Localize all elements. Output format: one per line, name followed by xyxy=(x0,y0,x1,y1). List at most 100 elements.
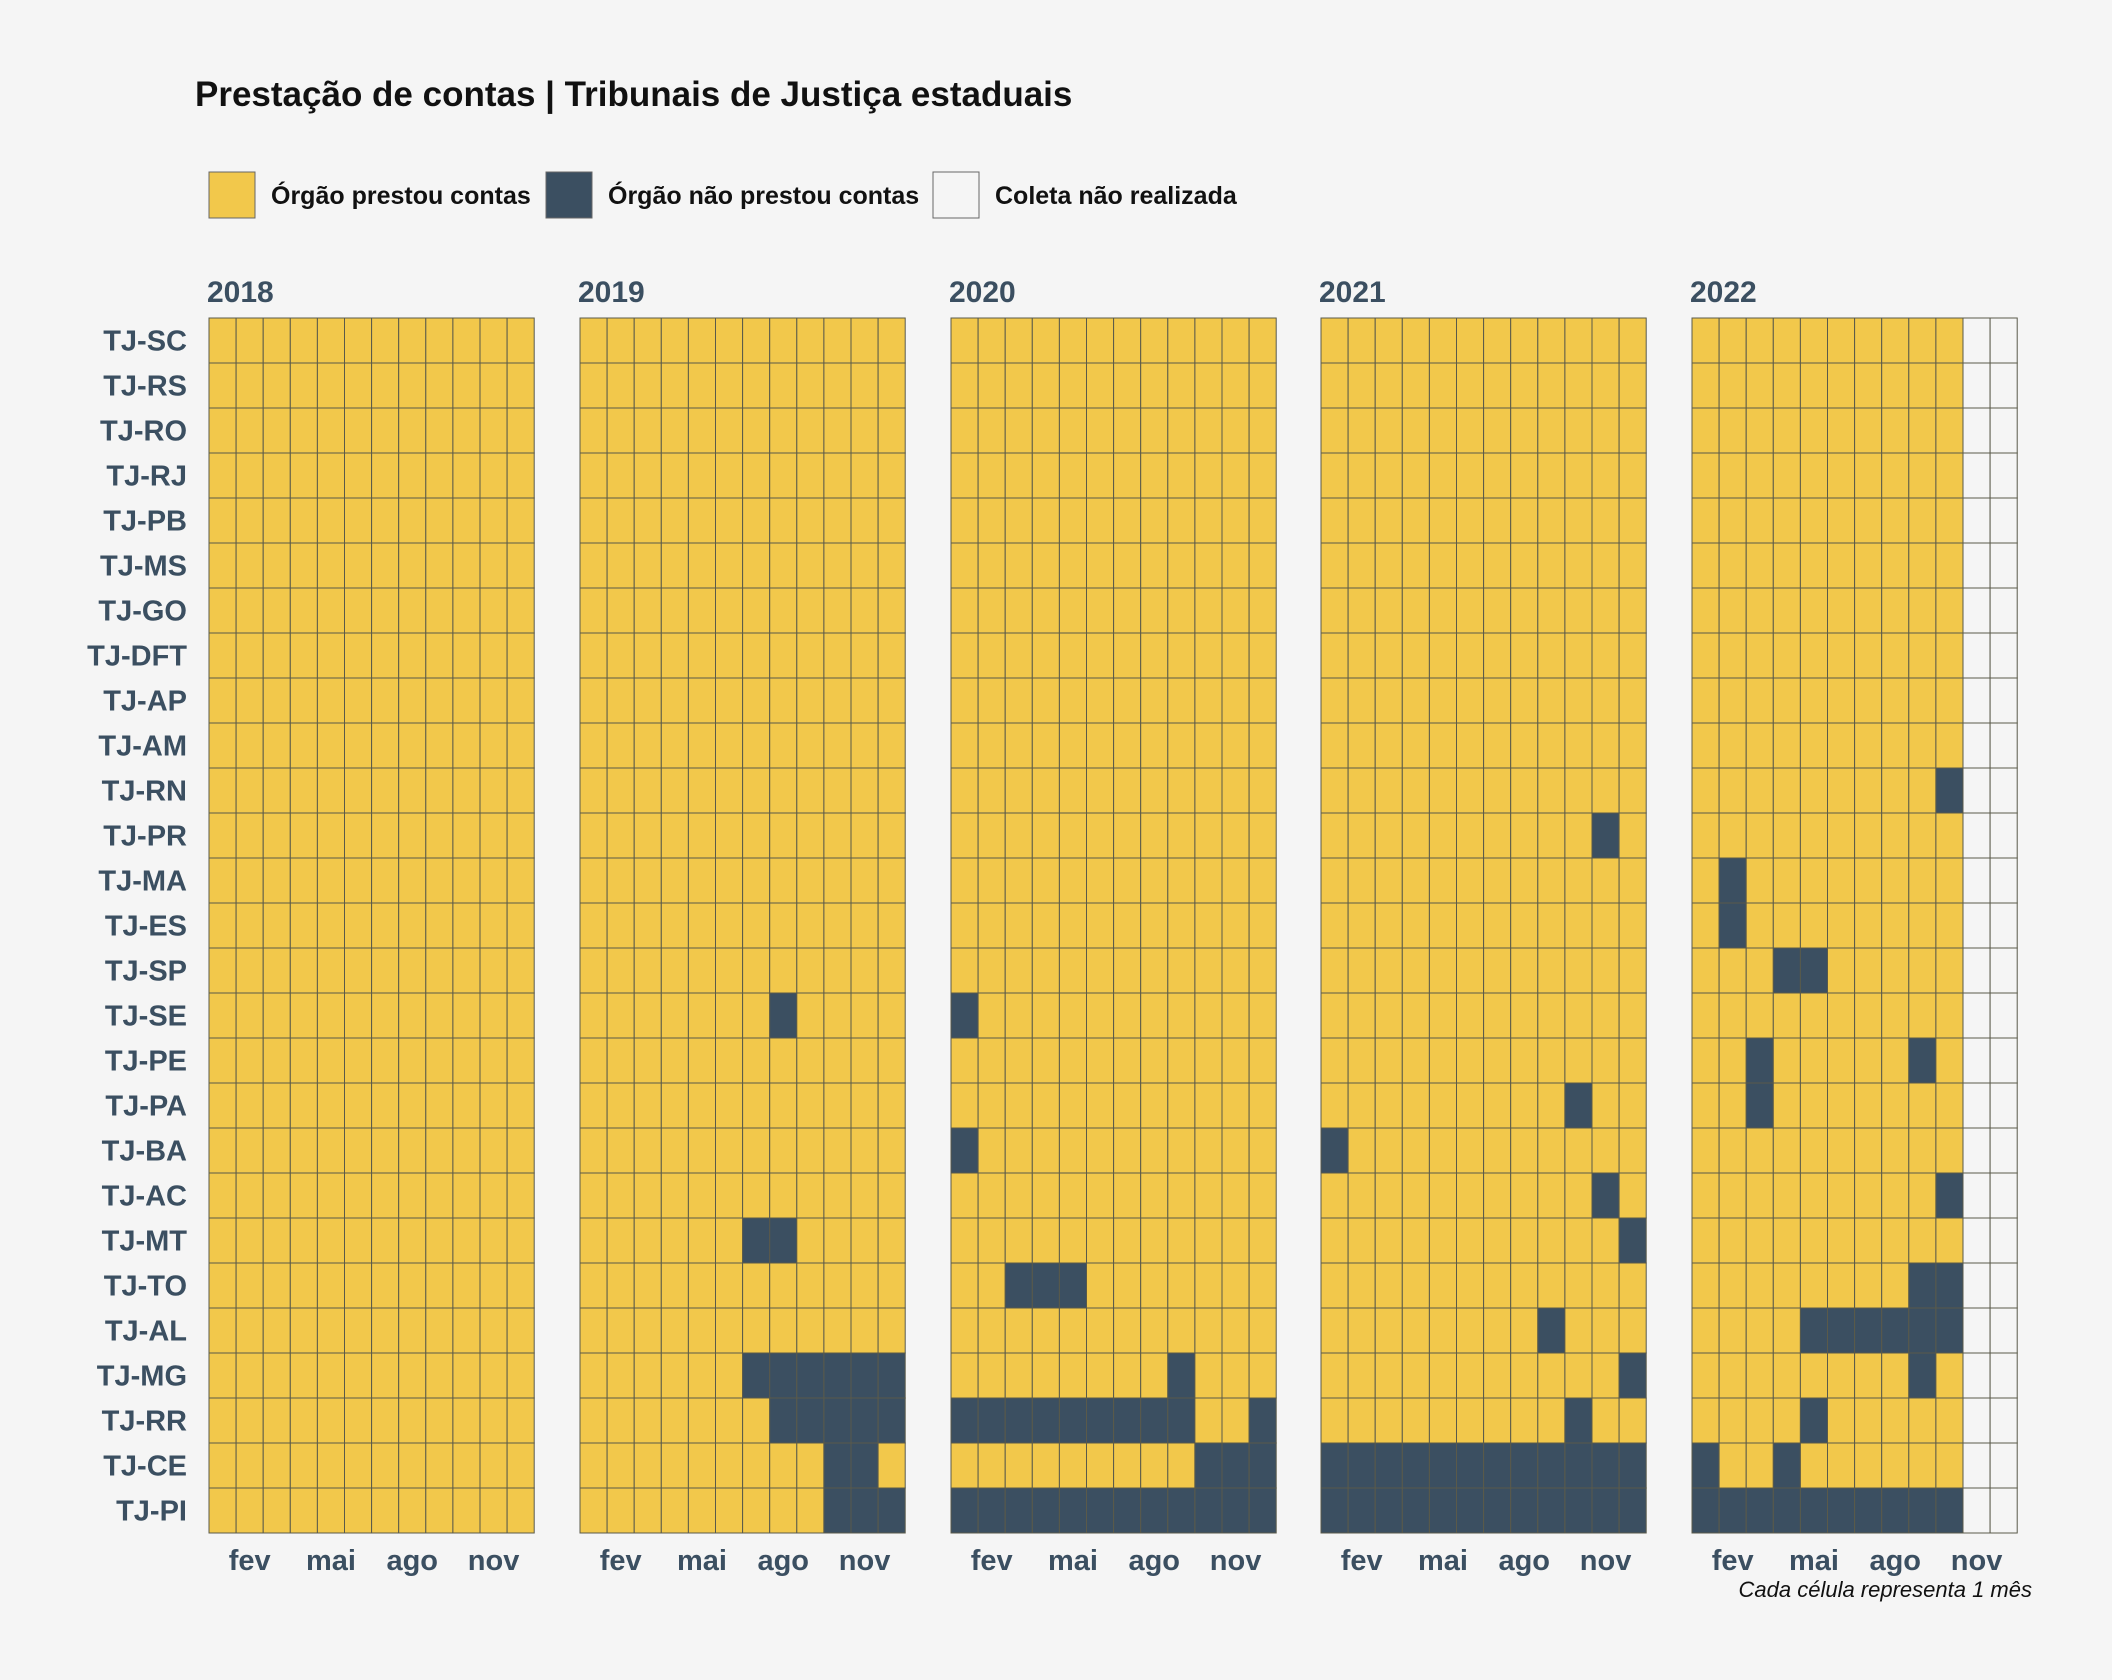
cell-TJ-RN-2019-8 xyxy=(769,767,798,814)
cell-TJ-PR-2022-7 xyxy=(1854,812,1883,859)
row-label-TJ-PB: TJ-PB xyxy=(103,506,187,538)
cell-TJ-SP-2018-12 xyxy=(506,947,535,994)
cell-TJ-RS-2018-12 xyxy=(506,362,535,409)
cell-TJ-RJ-2019-1 xyxy=(579,452,608,499)
cell-TJ-AM-2018-10 xyxy=(452,722,481,769)
cell-TJ-CE-2019-10 xyxy=(823,1442,852,1489)
cell-TJ-MT-2019-12 xyxy=(877,1217,906,1264)
cell-TJ-AM-2021-4 xyxy=(1401,722,1430,769)
cell-TJ-SC-2022-2 xyxy=(1718,317,1747,364)
cell-TJ-TO-2018-11 xyxy=(479,1262,508,1309)
cell-TJ-AC-2020-11 xyxy=(1221,1172,1250,1219)
cell-TJ-PI-2018-8 xyxy=(398,1487,427,1534)
cell-TJ-RS-2021-8 xyxy=(1510,362,1539,409)
cell-TJ-MT-2022-8 xyxy=(1881,1217,1910,1264)
cell-TJ-MA-2020-5 xyxy=(1058,857,1088,904)
cell-TJ-AM-2021-12 xyxy=(1618,722,1647,769)
legend-label-0: Órgão prestou contas xyxy=(271,180,531,210)
cell-TJ-PE-2018-4 xyxy=(289,1037,318,1084)
cell-TJ-AP-2018-9 xyxy=(425,677,454,724)
cell-TJ-RN-2022-10 xyxy=(1935,767,1964,814)
cell-TJ-SE-2021-7 xyxy=(1483,992,1512,1039)
cell-TJ-PA-2020-2 xyxy=(977,1082,1006,1129)
cell-TJ-PA-2020-7 xyxy=(1113,1082,1142,1129)
cell-TJ-AP-2019-4 xyxy=(660,677,689,724)
cell-TJ-BA-2021-6 xyxy=(1456,1127,1485,1174)
cell-TJ-MT-2019-4 xyxy=(660,1217,689,1264)
cell-TJ-MS-2022-10 xyxy=(1935,542,1964,589)
cell-TJ-GO-2018-1 xyxy=(208,587,237,634)
cell-TJ-DFT-2022-12 xyxy=(1989,632,2018,679)
cell-TJ-ES-2021-4 xyxy=(1401,902,1430,949)
cell-TJ-MT-2019-3 xyxy=(633,1217,662,1264)
cell-TJ-PR-2019-11 xyxy=(850,812,879,859)
cell-TJ-RN-2020-8 xyxy=(1140,767,1169,814)
cell-TJ-ES-2022-9 xyxy=(1908,902,1937,949)
cell-TJ-ES-2019-8 xyxy=(769,902,798,949)
cell-TJ-RR-2020-8 xyxy=(1140,1397,1169,1444)
cell-TJ-SE-2018-1 xyxy=(208,992,237,1039)
cell-TJ-PR-2018-9 xyxy=(425,812,454,859)
cell-TJ-PE-2020-10 xyxy=(1194,1037,1223,1084)
cell-TJ-MT-2021-10 xyxy=(1564,1217,1593,1264)
cell-TJ-AP-2022-11 xyxy=(1962,677,1991,724)
cell-TJ-AC-2018-7 xyxy=(371,1172,400,1219)
cell-TJ-SC-2022-6 xyxy=(1827,317,1856,364)
cell-TJ-DFT-2018-7 xyxy=(371,632,400,679)
cell-TJ-SE-2022-3 xyxy=(1745,992,1774,1039)
cell-TJ-PA-2019-8 xyxy=(769,1082,798,1129)
cell-TJ-AP-2020-12 xyxy=(1248,677,1277,724)
cell-TJ-DFT-2019-10 xyxy=(823,632,852,679)
cell-TJ-PR-2018-11 xyxy=(479,812,508,859)
cell-TJ-PR-2022-9 xyxy=(1908,812,1937,859)
cell-TJ-SE-2020-9 xyxy=(1167,992,1196,1039)
cell-TJ-RN-2020-7 xyxy=(1113,767,1142,814)
cell-TJ-CE-2018-3 xyxy=(262,1442,291,1489)
cell-TJ-MG-2022-4 xyxy=(1772,1352,1801,1399)
row-label-TJ-RN: TJ-RN xyxy=(102,776,187,808)
cell-TJ-PA-2021-9 xyxy=(1537,1082,1566,1129)
cell-TJ-MA-2022-3 xyxy=(1745,857,1774,904)
cell-TJ-SC-2022-7 xyxy=(1854,317,1883,364)
cell-TJ-PB-2019-11 xyxy=(850,497,879,544)
cell-TJ-PB-2018-7 xyxy=(371,497,400,544)
cell-TJ-MG-2020-12 xyxy=(1248,1352,1277,1399)
cell-TJ-AP-2022-7 xyxy=(1854,677,1883,724)
cell-TJ-RR-2018-5 xyxy=(316,1397,345,1444)
cell-TJ-BA-2019-5 xyxy=(687,1127,717,1174)
cell-TJ-DFT-2022-9 xyxy=(1908,632,1937,679)
cell-TJ-GO-2018-9 xyxy=(425,587,454,634)
year-label-2019: 2019 xyxy=(578,276,645,309)
cell-TJ-RR-2022-3 xyxy=(1745,1397,1774,1444)
cell-TJ-PR-2022-10 xyxy=(1935,812,1964,859)
cell-TJ-SC-2018-6 xyxy=(344,317,373,364)
cell-TJ-BA-2019-12 xyxy=(877,1127,906,1174)
cell-TJ-SC-2021-11 xyxy=(1591,317,1620,364)
cell-TJ-AM-2018-1 xyxy=(208,722,237,769)
cell-TJ-SE-2020-10 xyxy=(1194,992,1223,1039)
cell-TJ-SC-2021-5 xyxy=(1428,317,1458,364)
cell-TJ-PI-2019-9 xyxy=(796,1487,825,1534)
cell-TJ-SC-2019-2 xyxy=(606,317,635,364)
cell-TJ-DFT-2020-6 xyxy=(1086,632,1115,679)
cell-TJ-MT-2018-3 xyxy=(262,1217,291,1264)
cell-TJ-PB-2018-5 xyxy=(316,497,345,544)
cell-TJ-MT-2018-5 xyxy=(316,1217,345,1264)
cell-TJ-SP-2021-12 xyxy=(1618,947,1647,994)
cell-TJ-AL-2021-3 xyxy=(1374,1307,1403,1354)
cell-TJ-RO-2021-3 xyxy=(1374,407,1403,454)
cell-TJ-MA-2022-4 xyxy=(1772,857,1801,904)
cell-TJ-SP-2022-2 xyxy=(1718,947,1747,994)
cell-TJ-SE-2019-9 xyxy=(796,992,825,1039)
cell-TJ-PR-2021-6 xyxy=(1456,812,1485,859)
cell-TJ-BA-2018-7 xyxy=(371,1127,400,1174)
cell-TJ-SE-2022-7 xyxy=(1854,992,1883,1039)
cell-TJ-TO-2019-12 xyxy=(877,1262,906,1309)
year-label-2021: 2021 xyxy=(1319,276,1386,309)
cell-TJ-PI-2022-8 xyxy=(1881,1487,1910,1534)
cell-TJ-RR-2018-8 xyxy=(398,1397,427,1444)
cell-TJ-RS-2020-4 xyxy=(1031,362,1060,409)
cell-TJ-SP-2018-5 xyxy=(316,947,345,994)
cell-TJ-MG-2018-4 xyxy=(289,1352,318,1399)
cell-TJ-PB-2018-2 xyxy=(235,497,264,544)
